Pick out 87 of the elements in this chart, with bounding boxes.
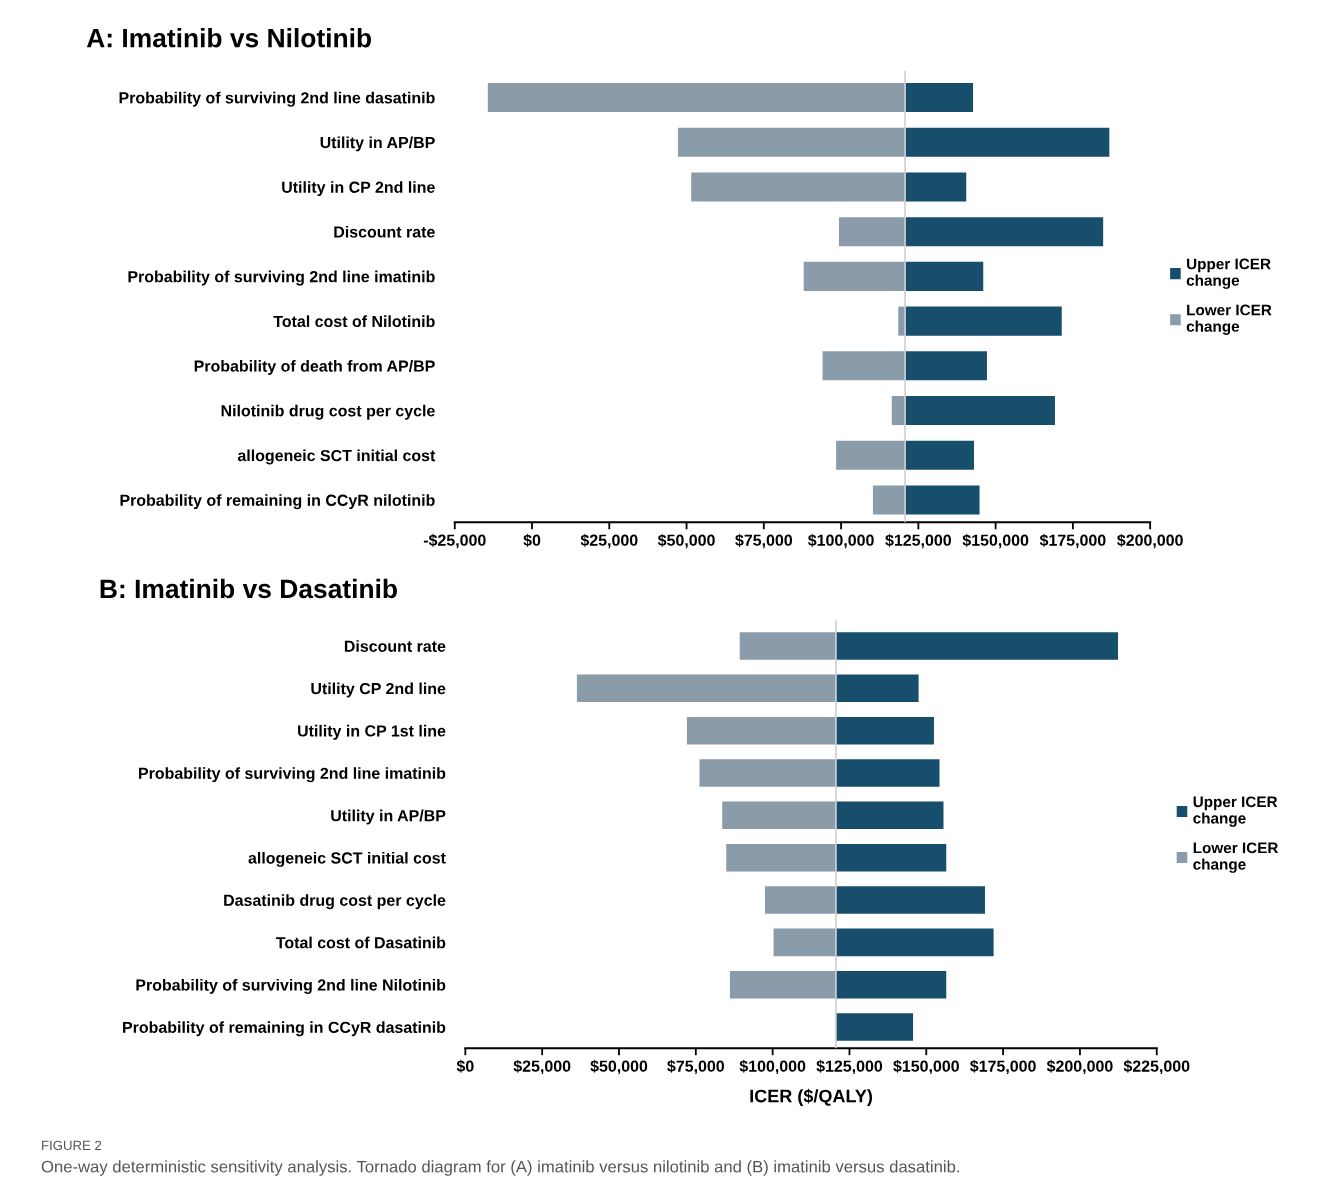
bar xyxy=(487,82,906,113)
bar xyxy=(803,261,906,291)
bar xyxy=(835,632,1119,660)
y-tick-label: Nilotinib drug cost per cycle xyxy=(221,404,435,420)
text: B: Imatinib vs Dasatinib xyxy=(100,578,397,599)
bar xyxy=(905,306,1062,336)
y-tick-label: Total cost of Nilotinib xyxy=(273,315,435,328)
legend-label: Upper ICER change xyxy=(1193,796,1278,827)
y-tick-label: Probability of surviving 2nd line imatinib xyxy=(128,270,435,286)
bar xyxy=(905,440,974,470)
bar xyxy=(835,1013,914,1041)
bar xyxy=(835,801,944,830)
x-tick-label: $25,000 xyxy=(513,1059,571,1075)
x-tick-label: $50,000 xyxy=(657,533,715,549)
bar xyxy=(905,127,1110,157)
bar xyxy=(576,674,836,703)
y-tick-label: allogeneic SCT initial cost xyxy=(237,449,436,465)
x-tick-label: -$25,000 xyxy=(423,533,486,549)
x-tick-label: $150,000 xyxy=(962,533,1029,549)
x-tick-label: $25,000 xyxy=(580,533,638,549)
bar xyxy=(905,217,1104,247)
x-tick-label: $75,000 xyxy=(667,1059,725,1075)
text: One-way deterministic sensitivity analysis. Tornado diagram for (A) imatinib versus nilotinib and (B) imatinib versus dasatinib. xyxy=(41,1160,959,1176)
y-tick-label: Probability of remaining in CCyR dasatinib xyxy=(123,1021,446,1037)
bar xyxy=(726,843,836,872)
x-tick-label: $175,000 xyxy=(1039,533,1106,549)
bar xyxy=(905,82,974,113)
y-tick-label: Dasatinib drug cost per cycle xyxy=(224,894,446,910)
bar xyxy=(835,928,994,957)
x-tick-label: $200,000 xyxy=(1046,1059,1113,1075)
x-tick-label: $150,000 xyxy=(893,1059,959,1075)
bar xyxy=(836,440,906,470)
bar xyxy=(822,351,906,381)
x-tick-label: $50,000 xyxy=(590,1059,648,1075)
x-axis-title: ICER ($/QALY) xyxy=(750,1088,873,1106)
bar xyxy=(722,801,836,830)
bar xyxy=(835,970,947,999)
caption: FIGURE 2 xyxy=(42,1140,102,1151)
bar xyxy=(835,886,985,914)
y-tick-label: Discount rate xyxy=(344,640,446,652)
y-tick-label: Total cost of Dasatinib xyxy=(276,936,446,949)
y-tick-label: Probability of surviving 2nd line Nilotinib xyxy=(136,978,446,994)
text: A: Imatinib vs Nilotinib xyxy=(86,28,372,48)
bar xyxy=(835,843,947,872)
legend-label: Lower ICER change xyxy=(1186,304,1272,335)
bar xyxy=(905,351,987,381)
bar xyxy=(677,127,906,157)
bar xyxy=(764,886,836,914)
bar xyxy=(891,396,906,426)
legend-label: Upper ICER change xyxy=(1186,258,1271,289)
bar xyxy=(691,172,906,202)
y-tick-label: Utility in AP/BP xyxy=(331,809,446,825)
x-tick-label: $125,000 xyxy=(816,1059,883,1075)
bar xyxy=(872,485,906,515)
bar xyxy=(835,759,940,787)
bar xyxy=(905,261,984,291)
bar xyxy=(905,172,967,202)
bar xyxy=(686,716,836,745)
x-tick-label: $225,000 xyxy=(1123,1059,1190,1075)
x-tick-label: $0 xyxy=(523,533,541,547)
legend-label: Lower ICER change xyxy=(1193,842,1279,873)
x-tick-label: $100,000 xyxy=(739,1059,806,1075)
y-tick-label: Probability of death from AP/BP xyxy=(194,360,435,375)
x-tick-label: $100,000 xyxy=(807,533,874,549)
x-tick-label: $75,000 xyxy=(735,533,793,549)
x-tick-label: $0 xyxy=(456,1059,474,1073)
y-tick-label: Probability of surviving 2nd line imatinib xyxy=(139,767,446,783)
bar xyxy=(835,674,919,703)
bar xyxy=(739,632,836,660)
y-tick-label: Discount rate xyxy=(334,225,435,238)
bar xyxy=(835,716,934,745)
y-tick-label: Utility CP 2nd line xyxy=(311,682,446,698)
x-tick-label: $125,000 xyxy=(885,533,952,549)
bar xyxy=(773,928,836,957)
x-tick-label: $200,000 xyxy=(1117,533,1183,549)
bar xyxy=(729,970,836,999)
bar xyxy=(905,396,1055,426)
y-tick-label: allogeneic SCT initial cost xyxy=(248,851,446,867)
y-tick-label: Probability of remaining in CCyR nilotinib xyxy=(120,494,435,510)
bar xyxy=(699,759,836,787)
bar xyxy=(905,485,980,515)
bar xyxy=(838,217,906,247)
y-tick-label: Utility in CP 2nd line xyxy=(282,181,435,197)
y-tick-label: Utility in CP 1st line xyxy=(298,724,446,740)
y-tick-label: Utility in AP/BP xyxy=(320,136,435,152)
y-tick-label: Probability of surviving 2nd line dasatinib xyxy=(119,91,435,107)
x-tick-label: $175,000 xyxy=(970,1059,1036,1075)
